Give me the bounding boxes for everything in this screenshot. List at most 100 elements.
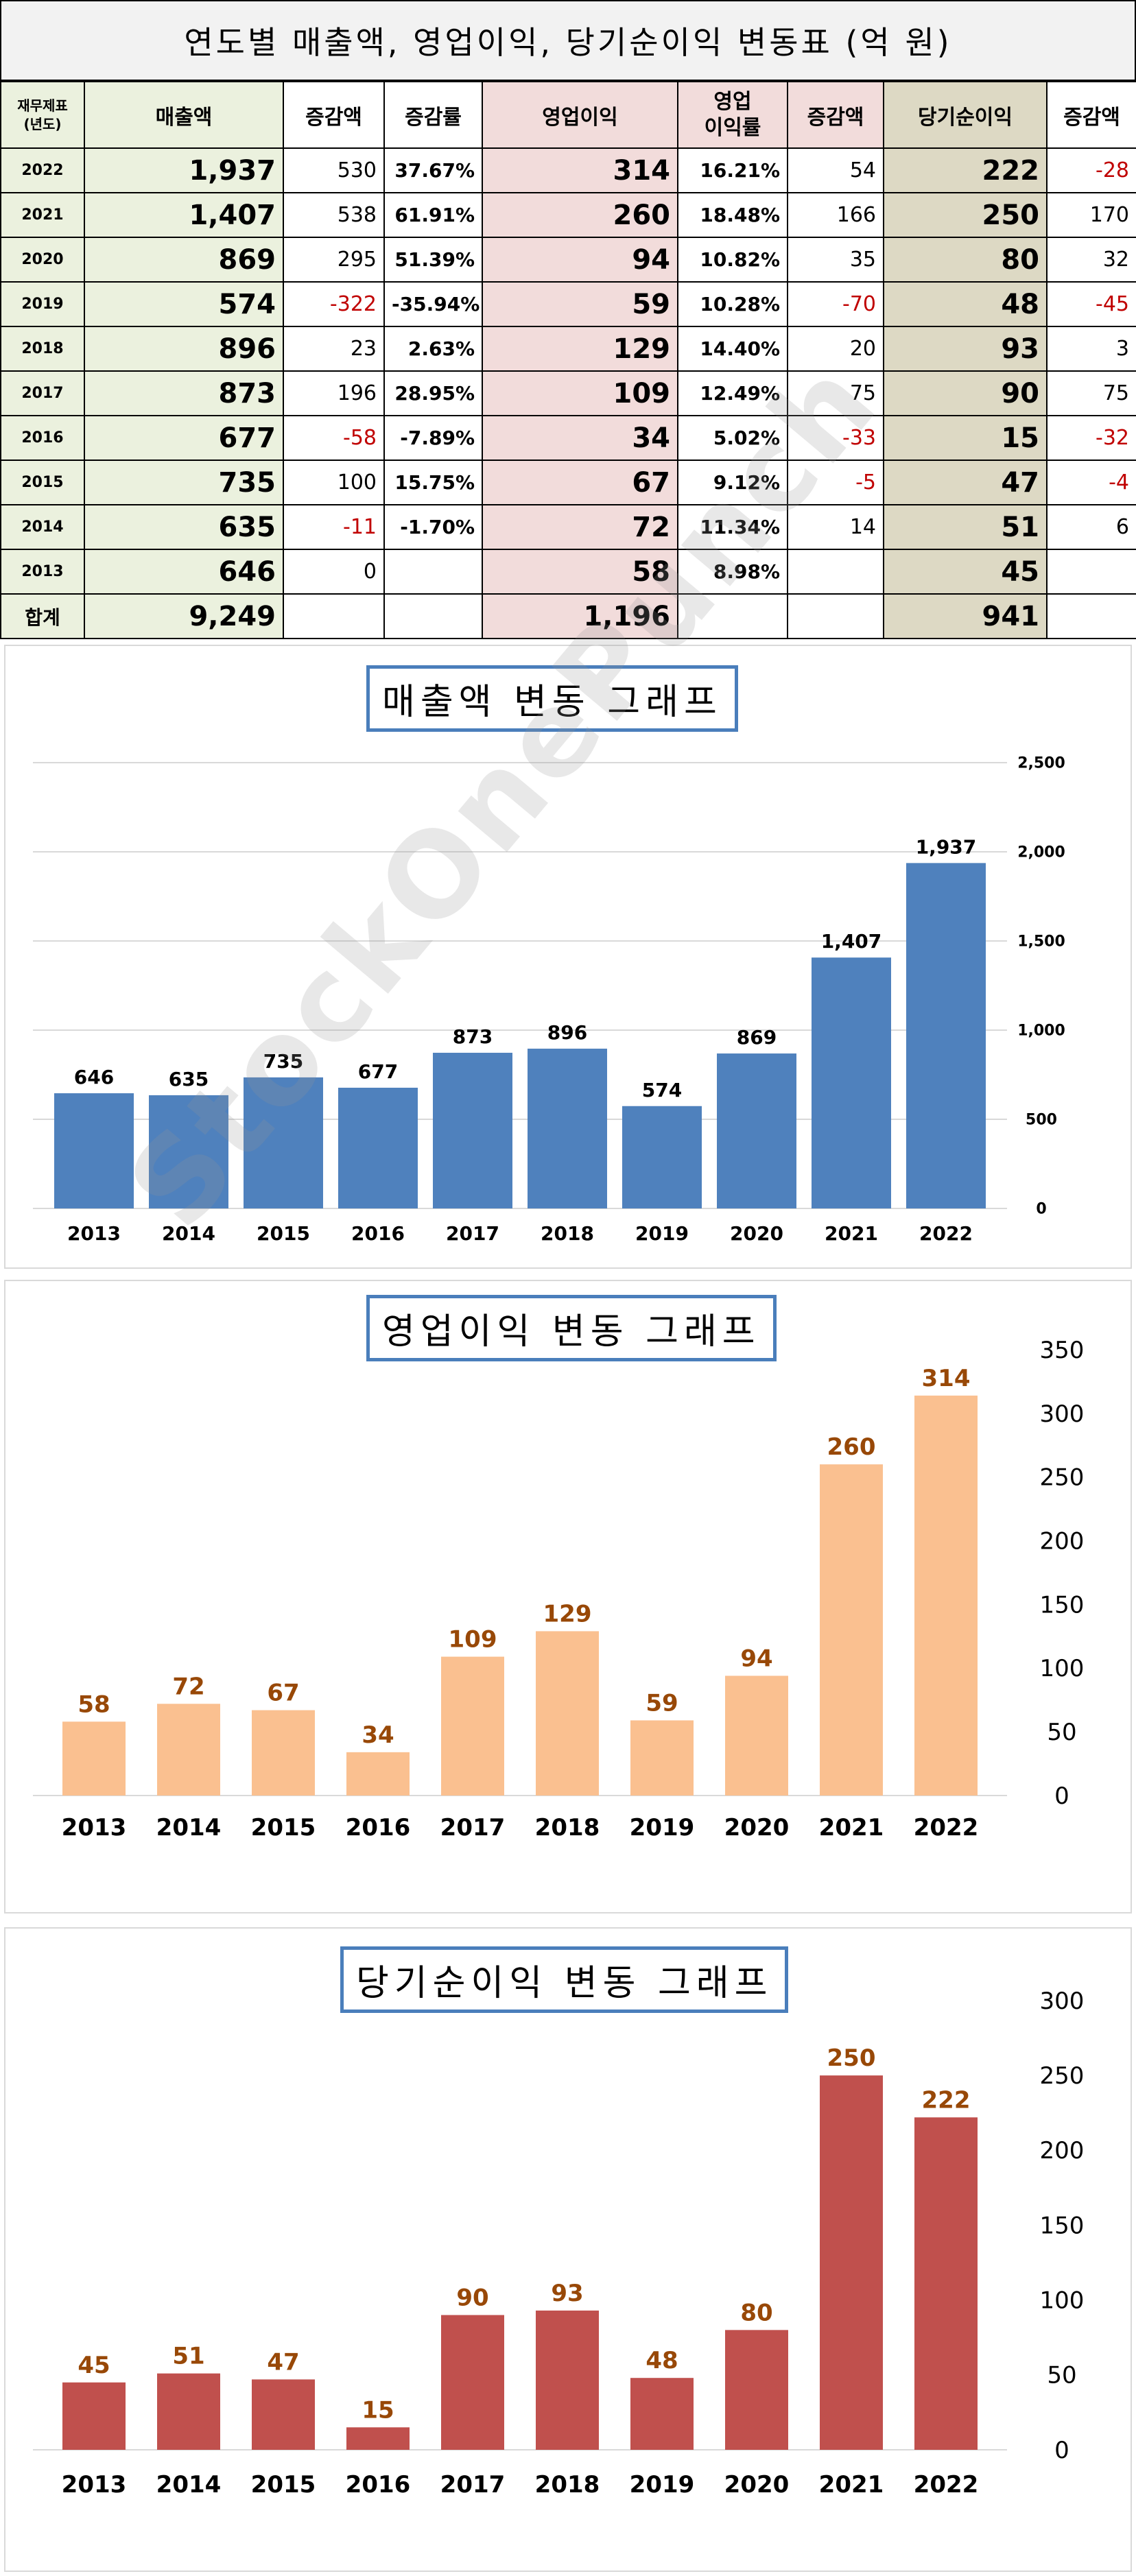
cell-net: 15 [883,415,1048,461]
cell-year: 2013 [0,549,85,595]
data-label: 109 [449,1626,497,1654]
cell-sales-rate: 61.91% [383,192,483,238]
x-tick-label: 2022 [914,1814,979,1841]
cell-sales: 635 [84,504,284,550]
cell-net-change: -28 [1046,147,1136,193]
x-tick-label: 2015 [251,2471,316,2499]
x-tick-label: 2021 [819,2471,884,2499]
data-label: 222 [922,2086,971,2114]
bar [441,1656,504,1796]
cell-sales: 1,937 [84,147,284,193]
data-label: 129 [543,1600,592,1627]
cell-sales-change: -322 [283,281,385,327]
y-tick-label: 50 [1047,2362,1076,2389]
data-label: 260 [827,1433,876,1461]
cell-net: 250 [883,192,1048,238]
cell-sales-change: -58 [283,415,385,461]
x-tick-label: 2021 [819,1814,884,1841]
bar [244,1077,323,1208]
x-tick-label: 2020 [724,2471,790,2499]
cell-net-change: 6 [1046,504,1136,550]
x-tick-label: 2020 [724,1814,790,1841]
x-tick-label: 2016 [346,2471,411,2499]
y-tick-label: 0 [1036,1201,1046,1218]
x-tick-label: 2018 [541,1222,594,1245]
x-tick-label: 2013 [67,1222,121,1245]
net-chart-title: 당기순이익 변동 그래프 [340,1946,789,2013]
x-tick-label: 2017 [440,2471,506,2499]
financial-table: 재무제표 (년도) 매출액 증감액 증감률 영업이익 영업 이익률 증감액 당기… [0,81,1136,639]
cell-year: 2016 [0,415,85,461]
cell-op: 314 [482,147,678,193]
cell-sales-change: -11 [283,504,385,550]
table-row: 2021 1,407 538 61.91% 260 18.48% 166 250 170 [0,192,1136,238]
y-tick-label: 0 [1054,2437,1069,2464]
table-row: 2019 574 -322 -35.94% 59 10.28% -70 48 -45 [0,281,1136,327]
cell-op-margin: 5.02% [677,415,788,461]
cell-net: 45 [883,549,1048,595]
header-op-margin: 영업 이익률 [677,81,788,149]
y-tick-label: 150 [1040,2212,1085,2239]
cell-net: 222 [883,147,1048,193]
table-row: 2016 677 -58 -7.89% 34 5.02% -33 15 -32 [0,415,1136,461]
cell-op-margin: 11.34% [677,504,788,550]
cell-net-change [1046,549,1136,595]
cell-op: 109 [482,370,678,416]
data-label: 869 [737,1026,777,1049]
bar [528,1049,607,1208]
cell-op-margin: 16.21% [677,147,788,193]
table-title: 연도별 매출액, 영업이익, 당기순이익 변동표 (억 원) [0,0,1136,81]
cell-sales: 1,407 [84,192,284,238]
x-tick-label: 2020 [730,1222,783,1245]
bar [62,2382,126,2450]
y-tick-label: 50 [1047,1719,1076,1746]
cell-net: 51 [883,504,1048,550]
op-bar-chart: 0 50 100 150 200 250 300 350 58 2013 72 2014 67 2015 3… [33,1337,1084,1841]
cell-sales: 896 [84,326,284,372]
cell-sales-change: 538 [283,192,385,238]
cell-sales-change: 0 [283,549,385,595]
header-sales-rate: 증감률 [383,81,483,149]
cell-op-change: 35 [787,237,884,283]
bar [252,1710,315,1796]
data-label: 873 [453,1025,493,1048]
y-tick-label: 100 [1040,2287,1085,2315]
cell-sales-change: 23 [283,326,385,372]
data-label: 93 [551,2280,583,2307]
total-sales: 9,249 [84,593,284,639]
cell-op-margin: 8.98% [677,549,788,595]
x-tick-label: 2014 [162,1222,215,1245]
cell-op-margin: 9.12% [677,460,788,505]
cell-net: 90 [883,370,1048,416]
cell-op: 58 [482,549,678,595]
x-tick-label: 2017 [440,1814,506,1841]
header-year-line1: 재무제표 [17,97,68,114]
bar [157,2373,220,2450]
data-label: 80 [740,2299,772,2326]
cell-year: 2017 [0,370,85,416]
bar [62,1721,126,1796]
data-label: 1,937 [916,835,977,858]
bar [820,2075,883,2450]
data-label: 896 [547,1021,587,1044]
header-op-margin-line1: 영업 [713,89,752,114]
x-tick-label: 2015 [257,1222,310,1245]
bar [54,1093,134,1208]
x-tick-label: 2018 [535,1814,600,1841]
data-label: 635 [169,1068,209,1090]
total-empty-cell [677,593,788,639]
bar [622,1106,702,1208]
cell-year: 2015 [0,460,85,505]
data-label: 45 [78,2352,110,2379]
cell-net: 93 [883,326,1048,372]
table-header-row: 재무제표 (년도) 매출액 증감액 증감률 영업이익 영업 이익률 증감액 당기… [0,81,1136,149]
bar [536,2310,599,2450]
total-empty-cell [383,593,483,639]
data-label: 90 [456,2285,488,2312]
cell-op: 260 [482,192,678,238]
y-tick-label: 250 [1040,2062,1085,2090]
x-tick-label: 2019 [635,1222,689,1245]
total-op: 1,196 [482,593,678,639]
y-tick-label: 500 [1026,1112,1057,1129]
bar [338,1087,418,1208]
